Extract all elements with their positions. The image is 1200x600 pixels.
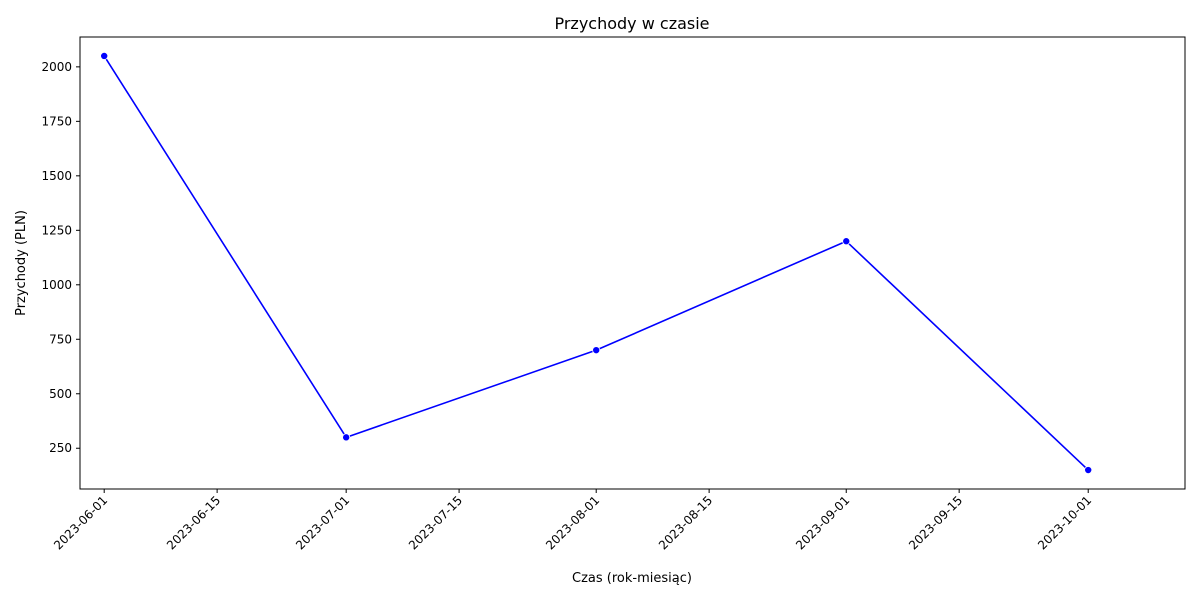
- data-point: [592, 346, 601, 355]
- y-tick-label: 500: [49, 387, 72, 401]
- data-point: [100, 51, 109, 60]
- data-point: [1084, 466, 1093, 475]
- data-point: [842, 237, 851, 246]
- x-tick-label: 2023-09-15: [906, 493, 965, 552]
- x-tick-label: 2023-06-01: [51, 493, 110, 552]
- y-tick-label: 1750: [41, 114, 72, 128]
- series-line: [103, 55, 1089, 471]
- x-tick-label: 2023-07-01: [293, 493, 352, 552]
- x-tick-label: 2023-06-15: [164, 493, 223, 552]
- y-tick-label: 750: [49, 332, 72, 346]
- plot-area: [79, 36, 1186, 490]
- series-layer: [100, 51, 1093, 475]
- y-tick-label: 1000: [41, 278, 72, 292]
- y-axis-ticks: 250 500 750 1000 1250 1500 1750 2000: [41, 60, 80, 455]
- y-tick-label: 250: [49, 441, 72, 455]
- chart-title: Przychody w czasie: [554, 14, 709, 33]
- x-tick-label: 2023-08-01: [543, 493, 602, 552]
- x-tick-label: 2023-07-15: [406, 493, 465, 552]
- x-tick-label: 2023-08-15: [656, 493, 715, 552]
- y-axis-label: Przychody (PLN): [14, 210, 29, 316]
- x-axis-label: Czas (rok-miesiąc): [572, 571, 692, 586]
- x-tick-label: 2023-09-01: [793, 493, 852, 552]
- x-tick-label: 2023-10-01: [1035, 493, 1094, 552]
- data-point: [342, 433, 351, 442]
- x-axis-ticks: 2023-06-01 2023-06-15 2023-07-01 2023-07-15…: [51, 489, 1094, 552]
- y-tick-label: 2000: [41, 60, 72, 74]
- y-tick-label: 1500: [41, 169, 72, 183]
- y-tick-label: 1250: [41, 223, 72, 237]
